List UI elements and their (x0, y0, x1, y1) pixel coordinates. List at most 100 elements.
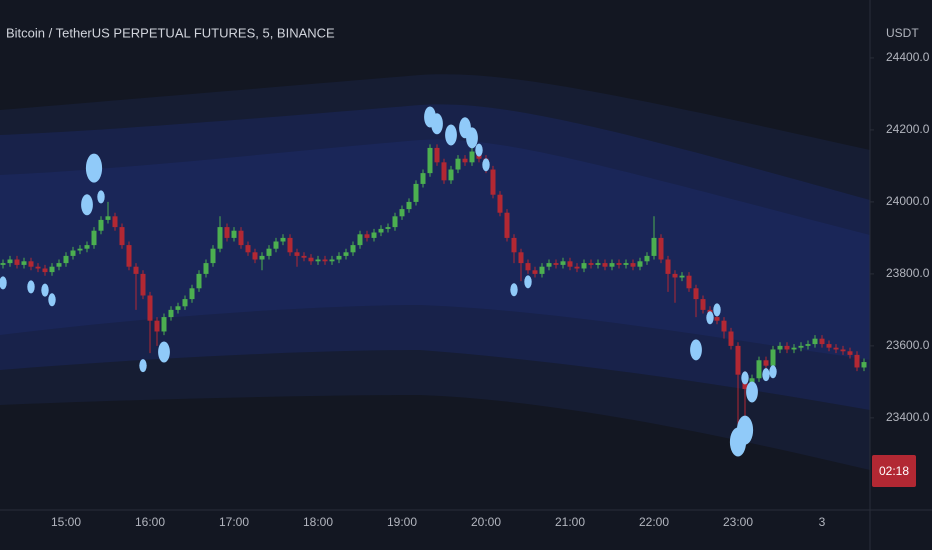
bubble (466, 127, 478, 149)
candle-body (21, 261, 27, 265)
candle-body (77, 248, 83, 251)
candle-body (700, 299, 706, 310)
candle-body (525, 263, 531, 271)
candle-body (728, 331, 734, 346)
x-tick-label: 22:00 (639, 515, 669, 529)
y-tick-label: 23800.0 (886, 266, 930, 280)
candle-body (140, 273, 146, 296)
bubble (158, 341, 170, 363)
candle-body (70, 250, 76, 256)
candle-body (14, 259, 20, 265)
candle-body (378, 228, 384, 233)
bubble (769, 365, 777, 379)
bubble (482, 158, 490, 172)
candle-body (196, 273, 202, 289)
bubble (524, 275, 532, 289)
y-tick-label: 24400.0 (886, 50, 930, 64)
bubble (41, 283, 49, 297)
candle-body (448, 169, 454, 181)
candle-body (623, 263, 629, 265)
candle-body (364, 234, 370, 238)
candle-body (245, 245, 251, 253)
candle-body (469, 151, 475, 163)
bubble (139, 359, 147, 373)
candle-body (84, 245, 90, 249)
candle-body (665, 259, 671, 274)
candle-body (595, 263, 601, 265)
candle-body (553, 263, 559, 265)
candle-body (735, 345, 741, 375)
candle-body (329, 259, 335, 262)
bubble (48, 293, 56, 307)
bubble (510, 283, 518, 297)
candle-body (343, 252, 349, 256)
bubble (97, 190, 105, 204)
candle-body (182, 299, 188, 307)
candle-body (315, 259, 321, 262)
candle-body (826, 344, 832, 348)
candle-body (434, 147, 440, 163)
candle-body (392, 216, 398, 228)
candle-body (427, 147, 433, 174)
candle-body (686, 275, 692, 289)
candle-body (161, 317, 167, 332)
candle-body (56, 263, 62, 267)
candle-body (462, 158, 468, 163)
countdown: 02:18 (879, 464, 909, 478)
candle-body (847, 351, 853, 355)
bubble (690, 339, 702, 361)
candle-body (98, 219, 104, 231)
candle-body (756, 360, 762, 379)
candle-body (721, 320, 727, 332)
bubble (85, 153, 103, 183)
bubble (0, 276, 7, 290)
candle-body (266, 248, 272, 256)
candle-body (784, 345, 790, 350)
candle-body (651, 237, 657, 256)
bubble (445, 124, 457, 146)
x-tick-label: 3 (819, 515, 826, 529)
candle-body (616, 263, 622, 265)
candle-body (588, 263, 594, 265)
candle-body (259, 255, 265, 260)
candle-body (672, 273, 678, 278)
candle-body (35, 266, 41, 269)
y-tick-label: 23400.0 (886, 410, 930, 424)
candle-body (574, 266, 580, 269)
candle-body (105, 216, 111, 220)
candle-body (252, 252, 258, 260)
candle-body (637, 261, 643, 267)
candle-body (322, 259, 328, 262)
candle-body (833, 347, 839, 350)
candle-body (42, 268, 48, 273)
candle-body (609, 263, 615, 267)
candle-body (812, 338, 818, 345)
y-tick-label: 24200.0 (886, 122, 930, 136)
currency-label: USDT (886, 26, 919, 40)
bubble (706, 311, 714, 325)
candle-body (399, 209, 405, 217)
candle-body (0, 263, 6, 265)
candle-body (224, 227, 230, 238)
x-tick-label: 17:00 (219, 515, 249, 529)
candle-body (854, 354, 860, 368)
candle-body (511, 237, 517, 253)
x-tick-label: 20:00 (471, 515, 501, 529)
candle-body (805, 344, 811, 346)
x-tick-label: 15:00 (51, 515, 81, 529)
candle-body (693, 288, 699, 300)
candle-body (791, 347, 797, 350)
candle-body (840, 349, 846, 352)
candle-body (455, 158, 461, 170)
candle-body (560, 261, 566, 265)
candle-body (175, 306, 181, 310)
candle-body (385, 227, 391, 229)
candle-body (210, 248, 216, 264)
countdown-box (872, 455, 916, 487)
candle-body (371, 232, 377, 238)
chart-title: Bitcoin / TetherUS PERPETUAL FUTURES, 5,… (6, 25, 335, 40)
candle-body (714, 317, 720, 321)
candle-body (112, 216, 118, 228)
candle-body (819, 338, 825, 345)
